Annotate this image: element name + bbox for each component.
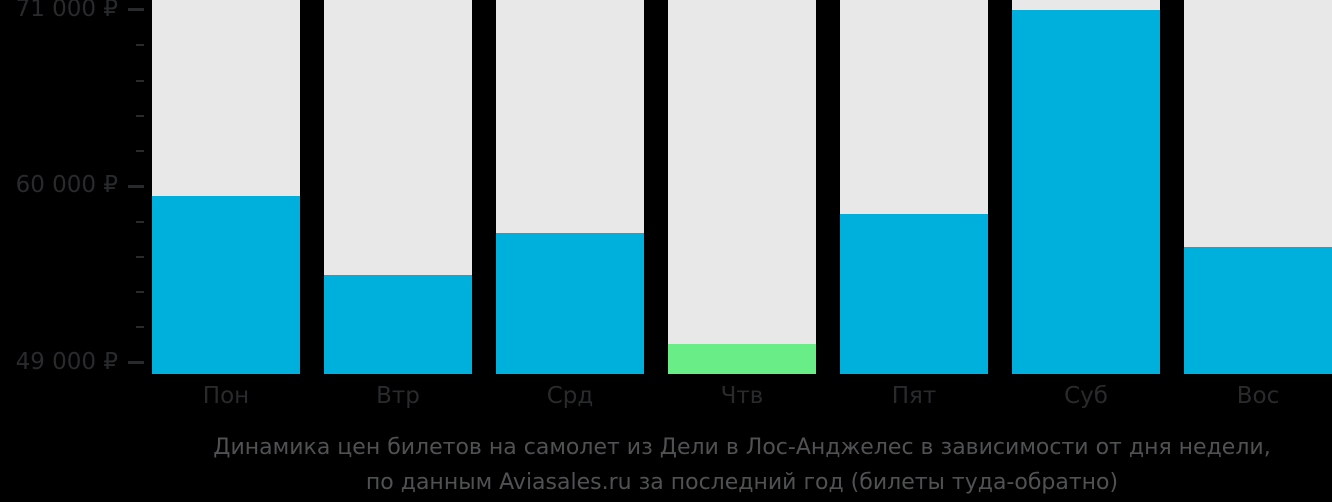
y-axis-minor-tick bbox=[136, 150, 144, 153]
bar-column[interactable] bbox=[668, 0, 816, 374]
y-axis-label: 49 000 ₽ bbox=[15, 348, 118, 375]
bar-column[interactable] bbox=[152, 0, 300, 374]
plot-area bbox=[152, 0, 1332, 374]
bar-column[interactable] bbox=[1184, 0, 1332, 374]
bar-fill bbox=[668, 343, 816, 374]
chart-caption: Динамика цен билетов на самолет из Дели … bbox=[152, 430, 1332, 500]
x-axis-label: Втр bbox=[376, 383, 420, 409]
y-axis-minor-tick bbox=[136, 114, 144, 117]
x-axis-label: Пят bbox=[891, 383, 937, 409]
y-axis-minor-tick bbox=[136, 291, 144, 294]
y-axis-label: 71 000 ₽ bbox=[15, 0, 118, 23]
bar-track bbox=[668, 0, 816, 374]
y-axis-major-tick bbox=[128, 361, 144, 365]
x-axis-label: Чтв bbox=[720, 383, 764, 409]
bar-column[interactable] bbox=[324, 0, 472, 374]
bar-column[interactable] bbox=[496, 0, 644, 374]
y-axis-minor-tick bbox=[136, 220, 144, 223]
y-axis-minor-tick bbox=[136, 44, 144, 47]
bar-fill bbox=[324, 274, 472, 374]
y-axis-major-tick bbox=[128, 184, 144, 188]
y-axis-minor-tick bbox=[136, 79, 144, 82]
y-axis-major-tick bbox=[128, 8, 144, 12]
bar-fill bbox=[152, 195, 300, 374]
x-axis-label: Пон bbox=[202, 383, 250, 409]
x-axis: Пон Втр Срд Чтв Пят Суб Вос bbox=[152, 374, 1332, 409]
y-axis-label: 60 000 ₽ bbox=[15, 172, 118, 199]
bar-column[interactable] bbox=[840, 0, 988, 374]
y-axis-minor-tick bbox=[136, 255, 144, 258]
y-axis-minor-tick bbox=[136, 326, 144, 329]
bar-fill bbox=[496, 232, 644, 374]
bar-column[interactable] bbox=[1012, 0, 1160, 374]
chart-caption-line2: по данным Aviasales.ru за последний год … bbox=[365, 470, 1119, 495]
bar-fill bbox=[1184, 247, 1332, 374]
x-axis-label: Суб bbox=[1064, 383, 1108, 409]
bar-fill bbox=[840, 213, 988, 374]
x-axis-label: Срд bbox=[546, 383, 594, 409]
bar-fill bbox=[1012, 9, 1160, 374]
chart-caption-line1: Динамика цен билетов на самолет из Дели … bbox=[213, 435, 1271, 460]
x-axis-label: Вос bbox=[1236, 383, 1280, 409]
y-axis: 71 000 ₽ 60 000 ₽ 49 000 ₽ bbox=[0, 0, 152, 375]
